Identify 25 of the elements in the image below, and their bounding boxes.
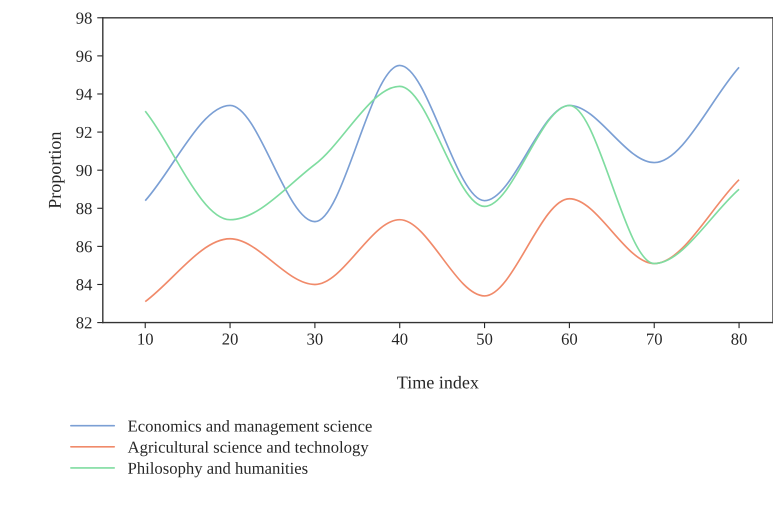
y-tick-label: 86 bbox=[76, 241, 92, 252]
x-tick-label: 20 bbox=[222, 333, 238, 345]
x-tick-label: 60 bbox=[562, 333, 578, 345]
legend-label: Philosophy and humanities bbox=[128, 462, 308, 478]
x-tick-label: 30 bbox=[307, 333, 323, 345]
line-series bbox=[144, 86, 740, 264]
x-tick-label: 10 bbox=[138, 333, 153, 345]
x-axis-title: Time index bbox=[397, 376, 479, 389]
line-series bbox=[144, 178, 740, 302]
y-tick-label: 94 bbox=[76, 88, 92, 100]
x-tick-label: 40 bbox=[392, 333, 408, 345]
y-tick-label: 88 bbox=[76, 202, 92, 214]
legend-label: Agricultural science and technology bbox=[128, 441, 369, 456]
x-tick-label: 50 bbox=[477, 333, 492, 345]
line-series bbox=[144, 64, 740, 222]
y-tick-label: 96 bbox=[76, 50, 92, 62]
legend-label: Economics and management science bbox=[128, 420, 372, 436]
x-tick-label: 80 bbox=[731, 333, 747, 345]
y-axis-title: Proportion bbox=[48, 132, 65, 208]
y-tick-label: 92 bbox=[76, 126, 92, 138]
y-tick-label: 82 bbox=[76, 317, 92, 329]
y-tick-label: 98 bbox=[76, 12, 92, 24]
x-tick-label: 70 bbox=[647, 333, 662, 345]
y-tick-label: 90 bbox=[76, 164, 92, 176]
y-tick-label: 84 bbox=[76, 279, 92, 290]
